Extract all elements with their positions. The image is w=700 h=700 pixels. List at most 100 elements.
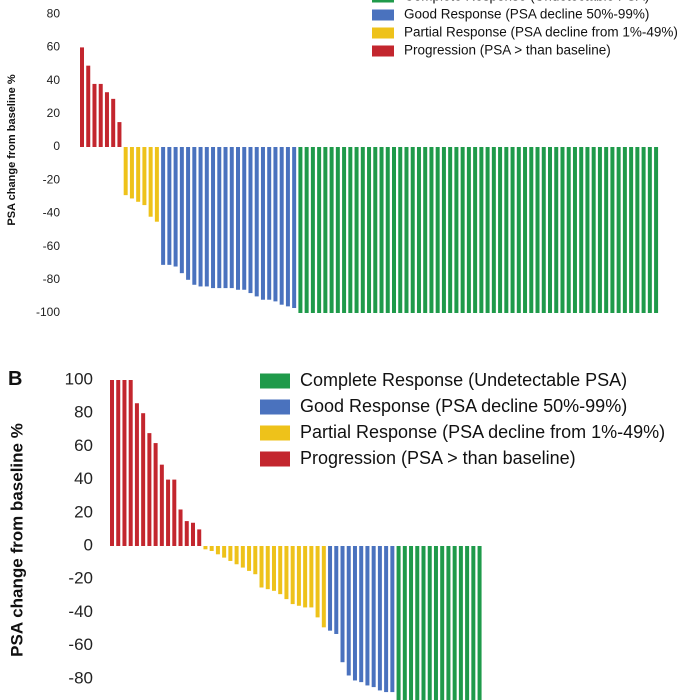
y-tick-label: 80 [47,6,61,20]
y-tick-label: -60 [68,635,93,654]
y-axis-label: PSA change from baseline % [6,74,18,225]
bar-partial [142,147,147,206]
bar-complete [610,147,615,313]
bar-progression [172,479,177,546]
bar-complete [454,147,459,313]
y-tick-label: 80 [74,403,93,422]
bar-good [365,546,370,686]
bar-complete [471,546,476,700]
bar-partial [222,546,227,558]
legend-swatch-progression [260,451,290,467]
legend-label-good: Good Response (PSA decline 50%-99%) [300,396,627,416]
legend-swatch-partial [260,425,290,441]
bar-complete [541,147,546,313]
bar-complete [452,546,457,700]
bar-complete [460,147,465,313]
bar-partial [303,546,308,608]
bar-good [279,147,284,305]
legend-label-complete: Complete Response (Undetectable PSA) [404,0,649,4]
bar-complete [466,147,471,313]
legend-label-progression: Progression (PSA > than baseline) [404,43,611,58]
bar-complete [317,147,322,313]
legend-swatch-good [260,399,290,415]
bar-good [242,147,247,290]
bar-complete [398,147,403,313]
bar-good [198,147,203,287]
bar-good [292,147,297,309]
bar-complete [485,147,490,313]
bar-complete [535,147,540,313]
y-tick-label: 60 [47,40,61,54]
y-tick-label: -20 [68,569,93,588]
bar-partial [271,546,276,591]
bar-complete [585,147,590,313]
bar-complete [427,546,432,700]
bar-complete [416,147,421,313]
legend-swatch-complete [372,0,394,3]
bar-complete [348,147,353,313]
legend-label-partial: Partial Response (PSA decline from 1%-49… [404,25,678,40]
y-tick-label: 0 [84,535,93,554]
bar-complete [429,147,434,313]
legend-label-good: Good Response (PSA decline 50%-99%) [404,7,649,22]
bar-complete [448,147,453,313]
y-tick-label: -80 [68,668,93,687]
bar-progression [166,479,171,546]
legend-swatch-progression [372,45,394,57]
legend-swatch-complete [260,373,290,389]
bar-complete [465,546,470,700]
bar-complete [298,147,303,313]
bar-partial [315,546,320,618]
bar-complete [572,147,577,313]
legend-swatch-partial [372,27,394,39]
bar-complete [385,147,390,313]
bar-complete [441,147,446,313]
bar-complete [529,147,534,313]
y-axis-label: PSA change from baseline % [7,423,26,657]
bar-good [377,546,382,691]
y-tick-label: 0 [53,139,60,153]
bar-complete [566,147,571,313]
legend-label-partial: Partial Response (PSA decline from 1%-49… [300,422,665,442]
bar-complete [548,147,552,313]
bar-complete [491,147,496,313]
y-tick-label: -20 [43,172,61,186]
bar-good [273,147,278,302]
bar-good [346,546,351,676]
bar-good [384,546,389,693]
bar-partial [290,546,295,605]
bar-partial [123,147,128,196]
bar-complete [367,147,372,313]
bar-good [340,546,345,663]
bar-complete [554,147,559,313]
bar-good [179,147,184,274]
bar-partial [253,546,258,575]
bar-complete [647,147,652,313]
bar-partial [209,546,214,551]
bar-progression [98,83,103,147]
bar-good [204,147,209,287]
bar-good [248,147,253,294]
bar-good [334,546,339,634]
bar-good [229,147,234,289]
legend-swatch-good [372,9,394,21]
bar-partial [136,147,141,202]
bar-progression [104,92,109,147]
y-tick-label: -40 [43,206,61,220]
bar-complete [354,147,359,313]
bar-partial [284,546,289,600]
bar-complete [310,147,315,313]
y-tick-label: 20 [47,106,61,120]
bar-progression [110,380,114,546]
bar-complete [597,147,602,313]
bar-complete [342,147,347,313]
bar-complete [635,147,640,313]
bar-complete [591,147,596,313]
bar-complete [446,546,451,700]
bar-partial [234,546,239,565]
bar-progression [122,380,127,546]
bar-complete [409,546,414,700]
bar-good [267,147,272,300]
bar-complete [458,546,463,700]
bar-partial [278,546,283,595]
